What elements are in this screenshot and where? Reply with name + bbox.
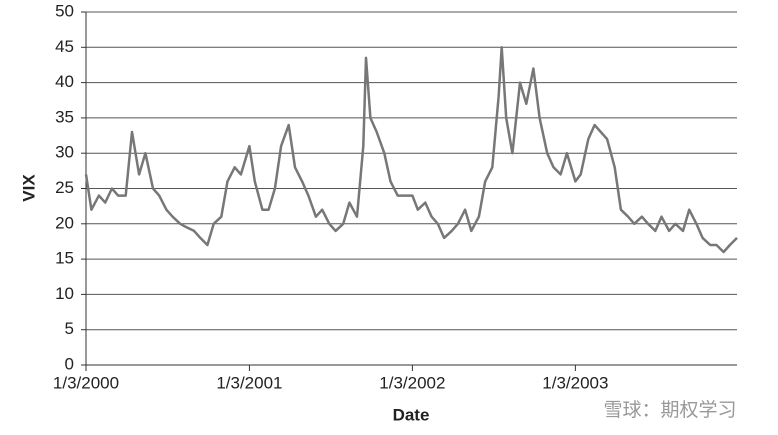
y-tick-label: 45 [55, 37, 74, 56]
y-tick-label: 40 [55, 72, 74, 91]
x-tick-label: 1/3/2002 [379, 373, 445, 392]
y-tick-label: 20 [55, 213, 74, 232]
x-axis-label: Date [393, 405, 430, 424]
y-axis-label: VIX [19, 174, 38, 202]
watermark: 雪球：期权学习 [603, 399, 736, 421]
y-tick-label: 15 [55, 249, 74, 268]
y-tick-label: 25 [55, 178, 74, 197]
x-tick-label: 1/3/2003 [542, 373, 608, 392]
x-tick-label: 1/3/2000 [53, 373, 119, 392]
y-tick-label: 30 [55, 143, 74, 162]
y-tick-label: 50 [55, 1, 74, 20]
x-tick-label: 1/3/2001 [216, 373, 282, 392]
y-tick-label: 5 [65, 319, 74, 338]
y-tick-label: 10 [55, 284, 74, 303]
y-tick-label: 35 [55, 107, 74, 126]
y-tick-label: 0 [65, 354, 74, 373]
vix-line [84, 46, 738, 254]
